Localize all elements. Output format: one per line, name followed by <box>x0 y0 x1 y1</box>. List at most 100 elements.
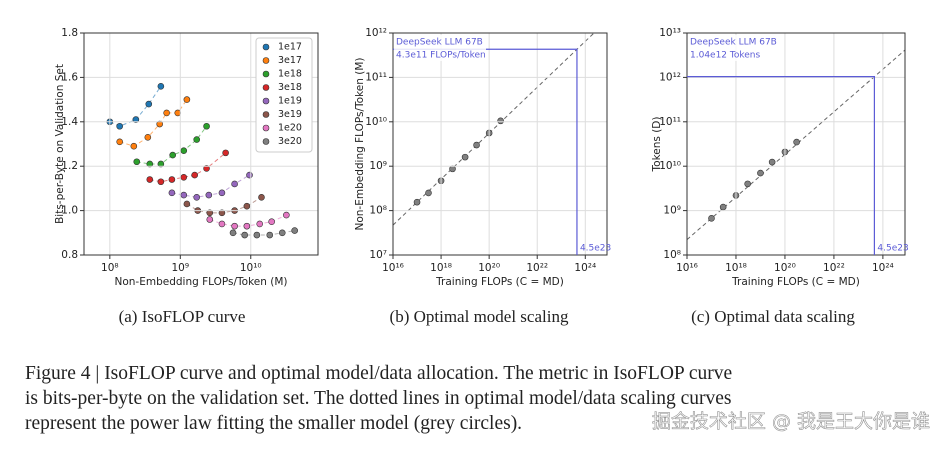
data-point <box>180 174 188 181</box>
data-point <box>222 149 229 157</box>
legend-label: 1e19 <box>278 96 302 107</box>
x-tick-label: 10¹⁰ <box>240 262 262 274</box>
data-point <box>157 160 165 168</box>
legend-label: 3e18 <box>278 82 302 93</box>
x-tick-label: 10²⁰ <box>774 262 796 274</box>
legend-label: 1e20 <box>278 123 302 134</box>
y-tick-label: 10¹⁰ <box>365 116 387 128</box>
data-point <box>708 215 715 222</box>
y-tick-label: 1.8 <box>61 27 78 39</box>
data-point <box>231 222 238 230</box>
x-axis-label: Training FLOPs (C = MD) <box>435 276 564 288</box>
y-tick-label: 1.4 <box>61 116 78 128</box>
plot-frame <box>83 32 319 256</box>
legend-label: 1e18 <box>278 69 302 80</box>
x-tick-label: 10²⁰ <box>478 262 500 274</box>
data-point <box>130 142 138 150</box>
y-tick-label: 1.6 <box>61 71 78 83</box>
data-point <box>157 82 165 90</box>
figure-caption: Figure 4 | IsoFLOP curve and optimal mod… <box>25 363 732 384</box>
highlight-label-box <box>394 35 486 61</box>
y-tick-label: 0.8 <box>61 249 78 261</box>
highlight-y-label: 4.3e11 FLOPs/Token <box>396 51 486 61</box>
x-axis-label: Training FLOPs (C = MD) <box>731 276 860 288</box>
data-point <box>461 153 469 161</box>
data-point <box>243 202 251 210</box>
figure-caption: is bits-per-byte on the validation set. … <box>25 388 732 409</box>
data-point <box>169 151 176 159</box>
data-point <box>193 136 201 143</box>
data-point <box>291 227 298 234</box>
data-point <box>449 165 456 173</box>
data-point <box>193 193 201 201</box>
highlight-x-label: 4.5e23 <box>580 244 611 254</box>
legend-label: 1e17 <box>278 42 302 53</box>
data-point <box>203 122 210 130</box>
data-point <box>156 120 163 128</box>
data-point <box>768 158 776 166</box>
legend-marker <box>262 84 270 91</box>
data-point <box>146 160 154 168</box>
fit-line <box>119 99 188 147</box>
y-tick-label: 10⁸ <box>369 205 387 217</box>
data-point <box>253 231 261 239</box>
data-point <box>168 176 176 183</box>
y-tick-label: 10¹¹ <box>365 71 387 83</box>
data-point <box>283 211 290 219</box>
y-axis-label: Bits-per-Byte on Validation Set <box>54 64 66 224</box>
data-point <box>163 109 170 117</box>
y-tick-label: 10⁷ <box>369 249 387 261</box>
legend-box <box>255 37 313 153</box>
data-point <box>205 191 213 199</box>
data-point <box>497 117 504 125</box>
x-tick-label: 10¹⁸ <box>430 262 452 274</box>
data-point <box>757 169 764 177</box>
y-tick-label: 10¹² <box>659 71 681 83</box>
highlight-x-label: 4.5e23 <box>877 244 908 254</box>
legend-marker <box>262 70 270 78</box>
data-point <box>133 158 141 166</box>
data-point <box>473 141 480 149</box>
highlight-line <box>393 48 578 255</box>
data-point <box>206 209 214 217</box>
legend-label: 3e19 <box>278 109 302 120</box>
data-point <box>231 180 238 188</box>
data-point <box>744 180 751 188</box>
highlight-line <box>687 76 875 255</box>
data-point <box>425 189 432 197</box>
plot <box>687 49 905 240</box>
data-point <box>146 176 154 183</box>
y-tick-label: 10⁹ <box>369 160 387 172</box>
x-tick-label: 10⁸ <box>101 262 119 274</box>
y-tick-label: 10¹⁰ <box>659 160 681 172</box>
data-point <box>203 165 210 172</box>
y-tick-label: 10¹² <box>365 27 387 39</box>
data-point <box>241 231 248 239</box>
data-point <box>168 189 176 197</box>
data-point <box>218 189 226 197</box>
data-point <box>116 122 123 130</box>
data-point <box>243 222 251 230</box>
data-point <box>268 218 275 225</box>
subcaption: (b) Optimal model scaling <box>390 307 569 326</box>
data-point <box>145 100 153 108</box>
data-point <box>256 220 264 228</box>
legend-marker <box>262 97 270 105</box>
y-tick-label: 10¹³ <box>659 27 681 39</box>
x-axis-label: Non-Embedding FLOPs/Token (M) <box>114 276 287 288</box>
highlight-label-box <box>688 35 780 61</box>
plot-frame <box>686 32 906 256</box>
legend-marker <box>262 138 270 145</box>
x-tick-label: 10²⁴ <box>872 262 894 274</box>
y-tick-label: 10⁸ <box>663 249 681 261</box>
y-tick-label: 10¹¹ <box>659 116 681 128</box>
data-point <box>413 198 421 206</box>
data-point <box>246 171 253 179</box>
data-point <box>180 191 188 199</box>
y-axis-label: Non-Embedding FLOPs/Token (M) <box>354 57 366 230</box>
legend-label: 3e17 <box>278 55 302 66</box>
x-tick-label: 10⁹ <box>172 262 190 274</box>
y-tick-label: 10⁹ <box>663 205 681 217</box>
data-point <box>218 220 226 228</box>
